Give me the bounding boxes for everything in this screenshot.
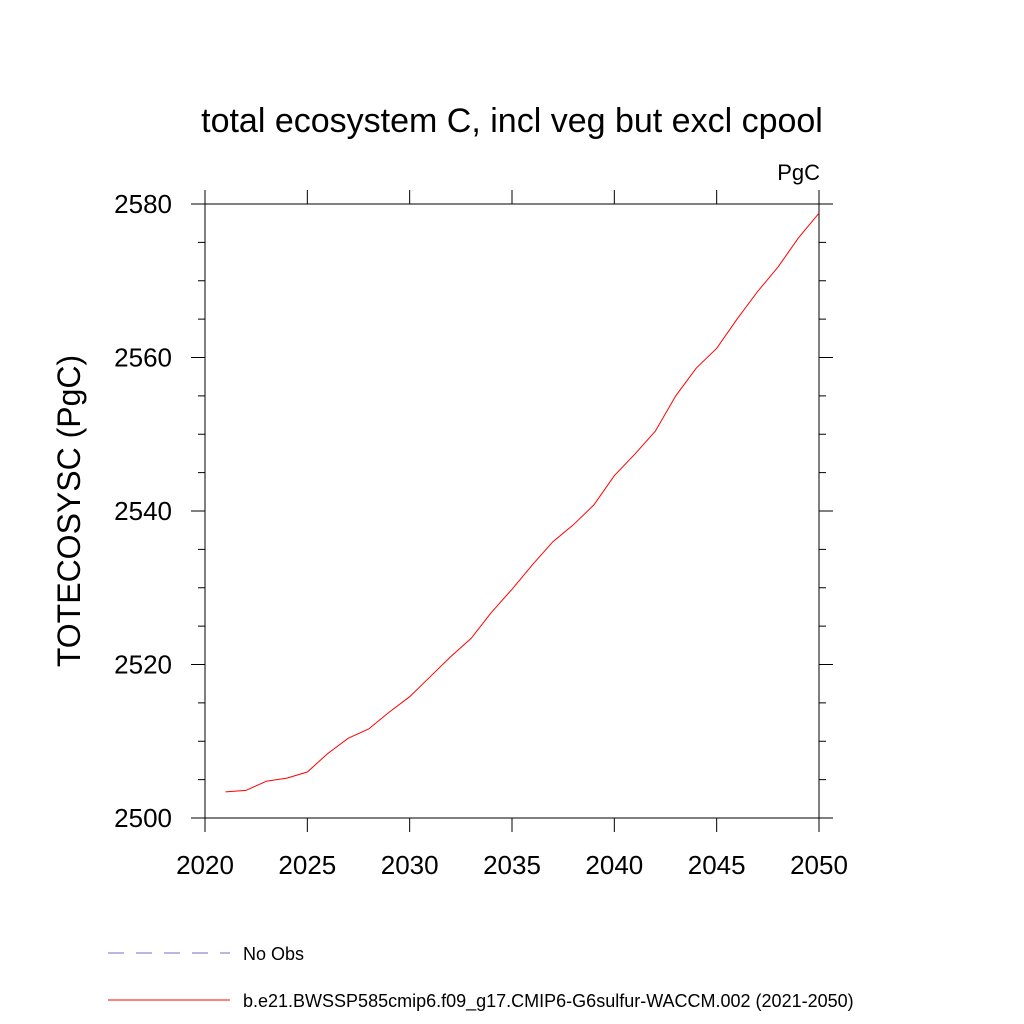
y-tick-label: 2500 bbox=[114, 803, 172, 833]
y-tick-label: 2540 bbox=[114, 496, 172, 526]
x-tick-label: 2020 bbox=[176, 850, 234, 880]
y-tick-label: 2520 bbox=[114, 650, 172, 680]
chart-title: total ecosystem C, incl veg but excl cpo… bbox=[201, 102, 823, 140]
x-tick-label: 2035 bbox=[483, 850, 541, 880]
axis-tick-labels: 2020 2025 2030 2035 2040 2045 2050 2500 2520 2540… bbox=[114, 189, 848, 880]
y-tick-label: 2580 bbox=[114, 189, 172, 219]
series-line-1 bbox=[225, 212, 820, 793]
x-tick-label: 2045 bbox=[688, 850, 746, 880]
x-tick-label: 2030 bbox=[381, 850, 439, 880]
legend: No Obs b.e21.BWSSP585cmip6.f09_g17.CMIP6-… bbox=[108, 944, 854, 1012]
axis-ticks bbox=[191, 190, 833, 832]
legend-label-1: b.e21.BWSSP585cmip6.f09_g17.CMIP6-G6sulf… bbox=[243, 991, 854, 1012]
legend-label-0: No Obs bbox=[243, 944, 304, 964]
x-tick-label: 2050 bbox=[790, 850, 848, 880]
units-label: PgC bbox=[777, 160, 820, 185]
y-tick-label: 2560 bbox=[114, 343, 172, 373]
plot-frame bbox=[204, 203, 820, 819]
x-tick-label: 2025 bbox=[278, 850, 336, 880]
series-lines bbox=[225, 212, 820, 793]
x-tick-label: 2040 bbox=[585, 850, 643, 880]
y-axis-label: TOTECOSYSC (PgC) bbox=[51, 355, 87, 667]
